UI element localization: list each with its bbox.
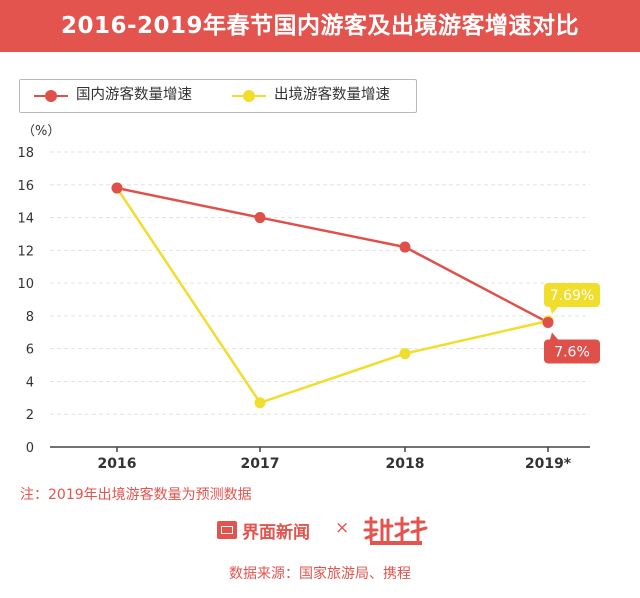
y-tick-label: 2 — [26, 408, 34, 423]
data-point — [542, 316, 554, 328]
brand-name: 界面新闻 — [242, 523, 310, 543]
brand-row: 界面新闻 × — [0, 516, 640, 546]
chart-title: 2016-2019年春节国内游客及出境游客增速对比 — [60, 13, 580, 39]
y-tick-label: 10 — [17, 277, 34, 292]
callout-pointer — [550, 332, 558, 340]
y-tick-label: 8 — [26, 310, 34, 325]
brand-separator: × — [335, 518, 350, 538]
legend-label-outbound: 出境游客数量增速 — [274, 87, 390, 103]
title-bar — [0, 0, 640, 52]
x-tick-label: 2018 — [386, 456, 425, 472]
data-point — [399, 241, 411, 253]
legend-label-domestic: 国内游客数量增速 — [76, 87, 192, 103]
data-point — [254, 212, 266, 224]
x-tick-label: 2017 — [241, 456, 280, 472]
jiemian-logo-icon — [217, 521, 237, 539]
y-tick-label: 18 — [17, 146, 34, 161]
data-point — [111, 182, 123, 194]
series-line-0 — [116, 186, 549, 324]
y-tick-label: 14 — [17, 212, 34, 227]
y-tick-label: 6 — [26, 343, 34, 358]
x-tick-label: 2016 — [98, 456, 137, 472]
y-axis-unit: （%） — [22, 124, 60, 139]
data-source: 数据来源：国家旅游局、携程 — [229, 566, 411, 582]
data-point — [254, 397, 266, 409]
y-tick-label: 4 — [26, 375, 34, 390]
callout-box — [544, 282, 600, 307]
legend-marker-domestic — [45, 90, 57, 102]
note: 注：2019年出境游客数量为预测数据 — [20, 487, 252, 503]
legend-marker-outbound — [243, 90, 255, 102]
callout-box — [544, 339, 600, 364]
x-tick-label: 2019* — [525, 456, 572, 472]
shujuxian-logo — [363, 516, 428, 545]
legend: 国内游客数量增速 出境游客数量增速 — [19, 79, 417, 113]
data-label: 7.69% — [550, 288, 594, 304]
y-tick-label: 0 — [26, 441, 34, 456]
data-point — [399, 348, 411, 360]
y-tick-label: 12 — [17, 244, 34, 259]
y-tick-label: 16 — [17, 179, 34, 194]
data-label: 7.6% — [554, 344, 590, 360]
callout-pointer — [550, 306, 558, 314]
series-line-1 — [115, 187, 549, 405]
